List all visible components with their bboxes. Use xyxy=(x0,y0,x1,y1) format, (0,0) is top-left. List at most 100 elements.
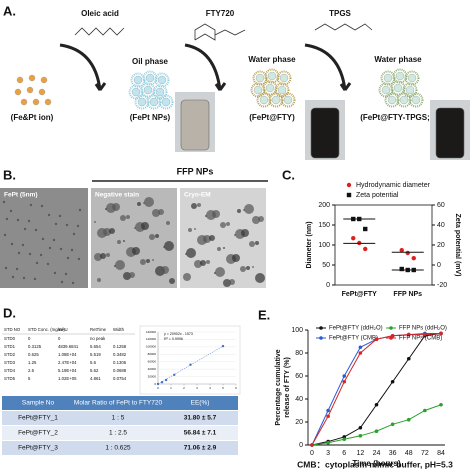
point xyxy=(173,373,176,377)
phase-label: Oil phase xyxy=(132,57,169,66)
std-cell: 1.25 xyxy=(28,360,37,365)
std-cell: 5 xyxy=(28,376,31,381)
y-tick-label: 140000 xyxy=(146,330,156,334)
tem-particle xyxy=(232,254,240,262)
tem-particle xyxy=(144,197,154,207)
particle-shell xyxy=(152,84,168,100)
tem-particle xyxy=(78,208,82,212)
y-axis-title: Diameter (nm) xyxy=(306,221,313,268)
tem-particle xyxy=(2,200,6,204)
x-tick-label: 6 xyxy=(235,386,237,390)
legend-label: Zeta potential xyxy=(356,192,399,199)
particle xyxy=(40,76,48,84)
molecule xyxy=(194,23,216,41)
particle xyxy=(399,95,409,105)
x-tick-label: 4 xyxy=(209,386,211,390)
tem-particle xyxy=(17,251,21,255)
tem-particle xyxy=(137,202,141,206)
particle-shell xyxy=(250,82,266,98)
tem-particle xyxy=(188,228,192,232)
particle xyxy=(143,85,153,95)
std-header: RetTime xyxy=(90,327,107,332)
y-tick-label: 60 xyxy=(295,373,303,380)
y-tick-label: 40 xyxy=(295,396,303,403)
legend-marker xyxy=(319,326,323,330)
y2-tick-label: 20 xyxy=(437,242,445,249)
particle-shell xyxy=(128,84,144,100)
tem-particle xyxy=(77,257,81,261)
ee-cell: 31.80 ± 5.7 xyxy=(184,415,217,422)
particle xyxy=(16,76,24,84)
particle-shell xyxy=(268,92,284,108)
particle xyxy=(383,73,393,83)
x-axis-title: Time (hours) xyxy=(352,459,401,468)
y2-tick-label: -20 xyxy=(437,282,447,289)
tem-particle xyxy=(27,219,31,223)
particle xyxy=(28,74,36,82)
particle-shell xyxy=(408,92,424,108)
particle-shell xyxy=(276,70,292,86)
particle xyxy=(38,88,46,96)
particle-shell xyxy=(158,94,174,110)
x-tick-label: 72 xyxy=(421,450,429,457)
std-cell: STD5 xyxy=(4,376,16,381)
tem-particle xyxy=(3,233,7,237)
point xyxy=(439,331,443,336)
particle xyxy=(155,87,165,97)
particle xyxy=(253,85,263,95)
y-tick-label: 200 xyxy=(318,202,330,209)
tem-particle xyxy=(22,276,26,280)
tem-particle xyxy=(41,237,45,241)
y-tick-label: 100 xyxy=(318,242,330,249)
tem-particle xyxy=(126,215,130,219)
particle-shell xyxy=(252,70,268,86)
std-cell: 5.519 xyxy=(90,352,101,357)
tem-particle xyxy=(4,266,8,270)
series-line xyxy=(311,332,441,446)
std-cell: 4839.6841 xyxy=(58,344,79,349)
x-tick-label: 3 xyxy=(326,450,330,457)
particle xyxy=(381,85,391,95)
particle xyxy=(271,95,281,105)
tem-particle xyxy=(53,271,57,275)
tem-particle xyxy=(60,280,64,284)
tem-label: Negative stain xyxy=(95,192,139,199)
point xyxy=(374,429,379,434)
particle-shell xyxy=(130,72,146,88)
phase-label: Water phase xyxy=(374,55,422,64)
particle-shell xyxy=(380,70,396,86)
tem-particle xyxy=(66,256,70,260)
point xyxy=(423,332,427,337)
point xyxy=(358,434,363,438)
arrow xyxy=(304,43,352,91)
particle-shell xyxy=(274,82,290,98)
particle xyxy=(255,73,265,83)
tem-particle xyxy=(255,241,259,245)
y-tick-label: 0 xyxy=(154,382,156,386)
std-cell: STD0 xyxy=(4,336,16,341)
tem-particle xyxy=(76,224,80,228)
tem-particle xyxy=(47,213,51,217)
y-tick-label: 50 xyxy=(322,262,330,269)
y2-tick-label: 40 xyxy=(437,222,445,229)
ee-row-bg xyxy=(2,411,238,425)
std-header: Width xyxy=(113,327,125,332)
point xyxy=(363,226,368,232)
tem-particle xyxy=(117,240,121,244)
tem-particle xyxy=(103,228,111,236)
footnote: CMB：cytoplasm mimic buffer, pH=5.3 xyxy=(297,459,453,469)
legend-marker xyxy=(346,182,352,188)
particle xyxy=(137,97,147,107)
tem-particle xyxy=(246,266,250,270)
legend-label: FFP NPs (CMB) xyxy=(399,336,442,342)
y-tick-label: 60000 xyxy=(148,360,157,364)
tem-particle xyxy=(200,260,206,266)
x-tick-label: 5 xyxy=(222,386,224,390)
tem-particle xyxy=(10,242,14,246)
tem-particle xyxy=(106,253,110,257)
point xyxy=(358,345,363,350)
particle xyxy=(26,86,34,94)
particle xyxy=(259,95,269,105)
x-tick-label: FFP NPs xyxy=(393,291,422,298)
std-header: STD NO xyxy=(4,327,21,332)
